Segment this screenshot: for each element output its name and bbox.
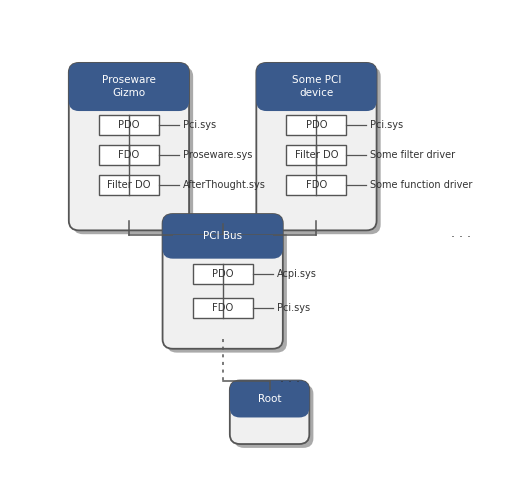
- Text: . . .: . . .: [280, 372, 300, 386]
- Text: Root: Root: [258, 394, 281, 404]
- FancyBboxPatch shape: [163, 214, 283, 349]
- FancyBboxPatch shape: [193, 298, 252, 318]
- FancyBboxPatch shape: [256, 63, 377, 111]
- Text: PCI Bus: PCI Bus: [203, 231, 242, 241]
- Text: Some filter driver: Some filter driver: [370, 150, 456, 160]
- Text: Proseware.sys: Proseware.sys: [183, 150, 252, 160]
- FancyBboxPatch shape: [193, 264, 252, 284]
- Text: PDO: PDO: [212, 270, 234, 280]
- FancyBboxPatch shape: [287, 175, 347, 195]
- FancyBboxPatch shape: [73, 66, 193, 234]
- Bar: [173, 235, 272, 249]
- Bar: [240, 398, 299, 408]
- FancyBboxPatch shape: [256, 63, 377, 230]
- Text: FDO: FDO: [212, 302, 234, 312]
- Text: Filter DO: Filter DO: [295, 150, 338, 160]
- Text: FDO: FDO: [306, 180, 327, 190]
- Text: Proseware
Gizmo: Proseware Gizmo: [102, 75, 156, 98]
- FancyBboxPatch shape: [260, 66, 381, 234]
- Text: . . .: . . .: [451, 228, 471, 240]
- FancyBboxPatch shape: [163, 214, 283, 258]
- FancyBboxPatch shape: [230, 380, 309, 418]
- Text: Some PCI
device: Some PCI device: [292, 75, 341, 98]
- Text: Acpi.sys: Acpi.sys: [277, 270, 317, 280]
- FancyBboxPatch shape: [69, 63, 189, 111]
- FancyBboxPatch shape: [230, 380, 309, 444]
- Text: Pci.sys: Pci.sys: [277, 302, 310, 312]
- Text: Filter DO: Filter DO: [107, 180, 150, 190]
- FancyBboxPatch shape: [99, 175, 159, 195]
- Text: Pci.sys: Pci.sys: [370, 120, 403, 130]
- FancyBboxPatch shape: [167, 218, 287, 352]
- FancyBboxPatch shape: [99, 145, 159, 165]
- Bar: [79, 86, 179, 102]
- Text: Pci.sys: Pci.sys: [183, 120, 216, 130]
- FancyBboxPatch shape: [287, 145, 347, 165]
- Text: PDO: PDO: [306, 120, 327, 130]
- FancyBboxPatch shape: [287, 116, 347, 136]
- Text: Some function driver: Some function driver: [370, 180, 473, 190]
- Text: PDO: PDO: [118, 120, 140, 130]
- Text: FDO: FDO: [118, 150, 139, 160]
- Text: AfterThought.sys: AfterThought.sys: [183, 180, 266, 190]
- FancyBboxPatch shape: [69, 63, 189, 230]
- FancyBboxPatch shape: [234, 384, 313, 448]
- FancyBboxPatch shape: [99, 116, 159, 136]
- Bar: [267, 86, 367, 102]
